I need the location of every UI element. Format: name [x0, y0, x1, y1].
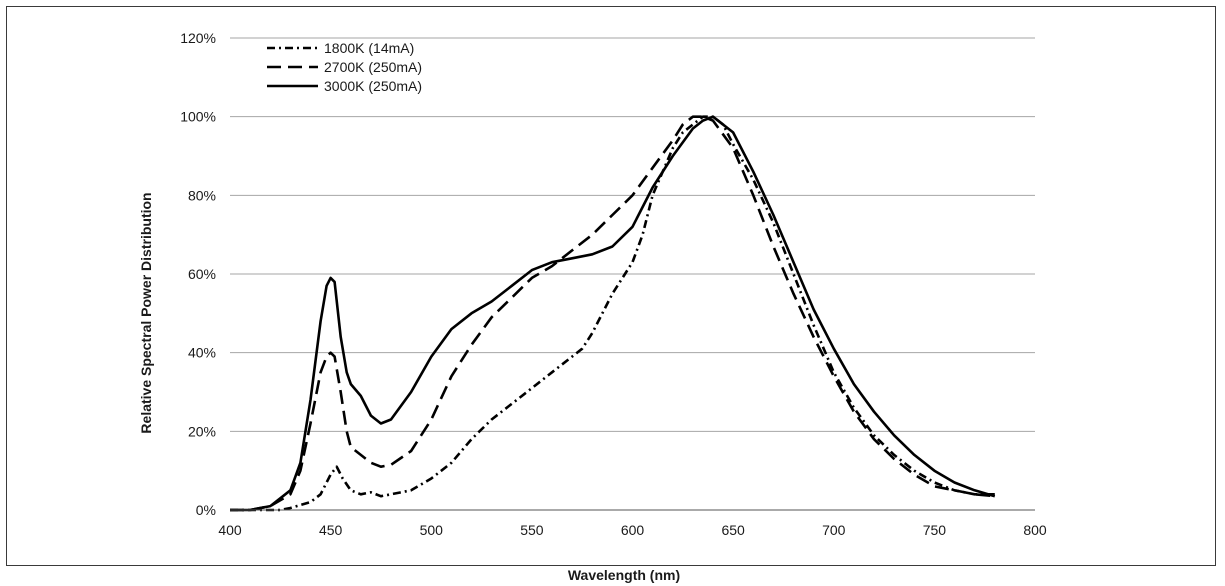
series-line-dashed: [230, 115, 995, 512]
y-axis-title: Relative Spectral Power Distribution: [138, 192, 154, 433]
y-tick-label: 20%: [188, 423, 216, 439]
x-axis-title: Wavelength (nm): [568, 567, 680, 583]
x-tick-label: 800: [1023, 522, 1047, 538]
y-tick-label: 100%: [180, 109, 216, 125]
x-tick-labels: 400 450 500 550 600 650 700 750 800: [218, 522, 1047, 538]
x-tick-label: 550: [520, 522, 544, 538]
y-tick-label: 120%: [180, 30, 216, 46]
legend-label: 3000K (250mA): [324, 78, 422, 94]
legend-label: 2700K (250mA): [324, 59, 422, 75]
series-line-dash-dot: [230, 115, 995, 512]
y-tick-label: 40%: [188, 345, 216, 361]
x-tick-label: 650: [721, 522, 745, 538]
legend-label: 1800K (14mA): [324, 40, 414, 56]
y-tick-label: 0%: [196, 502, 216, 518]
x-tick-label: 700: [822, 522, 846, 538]
x-tick-label: 450: [319, 522, 343, 538]
x-tick-label: 750: [923, 522, 947, 538]
series-lines: [230, 115, 996, 512]
series-line-solid: [230, 115, 996, 512]
x-tick-label: 600: [621, 522, 645, 538]
chart-frame: [6, 6, 1216, 566]
y-tick-labels: 0% 20% 40% 60% 80% 100% 120%: [180, 30, 216, 518]
x-tick-label: 500: [420, 522, 444, 538]
x-tick-label: 400: [218, 522, 242, 538]
legend: 1800K (14mA) 2700K (250mA) 3000K (250mA): [267, 40, 422, 94]
y-tick-label: 80%: [188, 187, 216, 203]
gridlines: [230, 37, 1035, 432]
y-tick-label: 60%: [188, 266, 216, 282]
